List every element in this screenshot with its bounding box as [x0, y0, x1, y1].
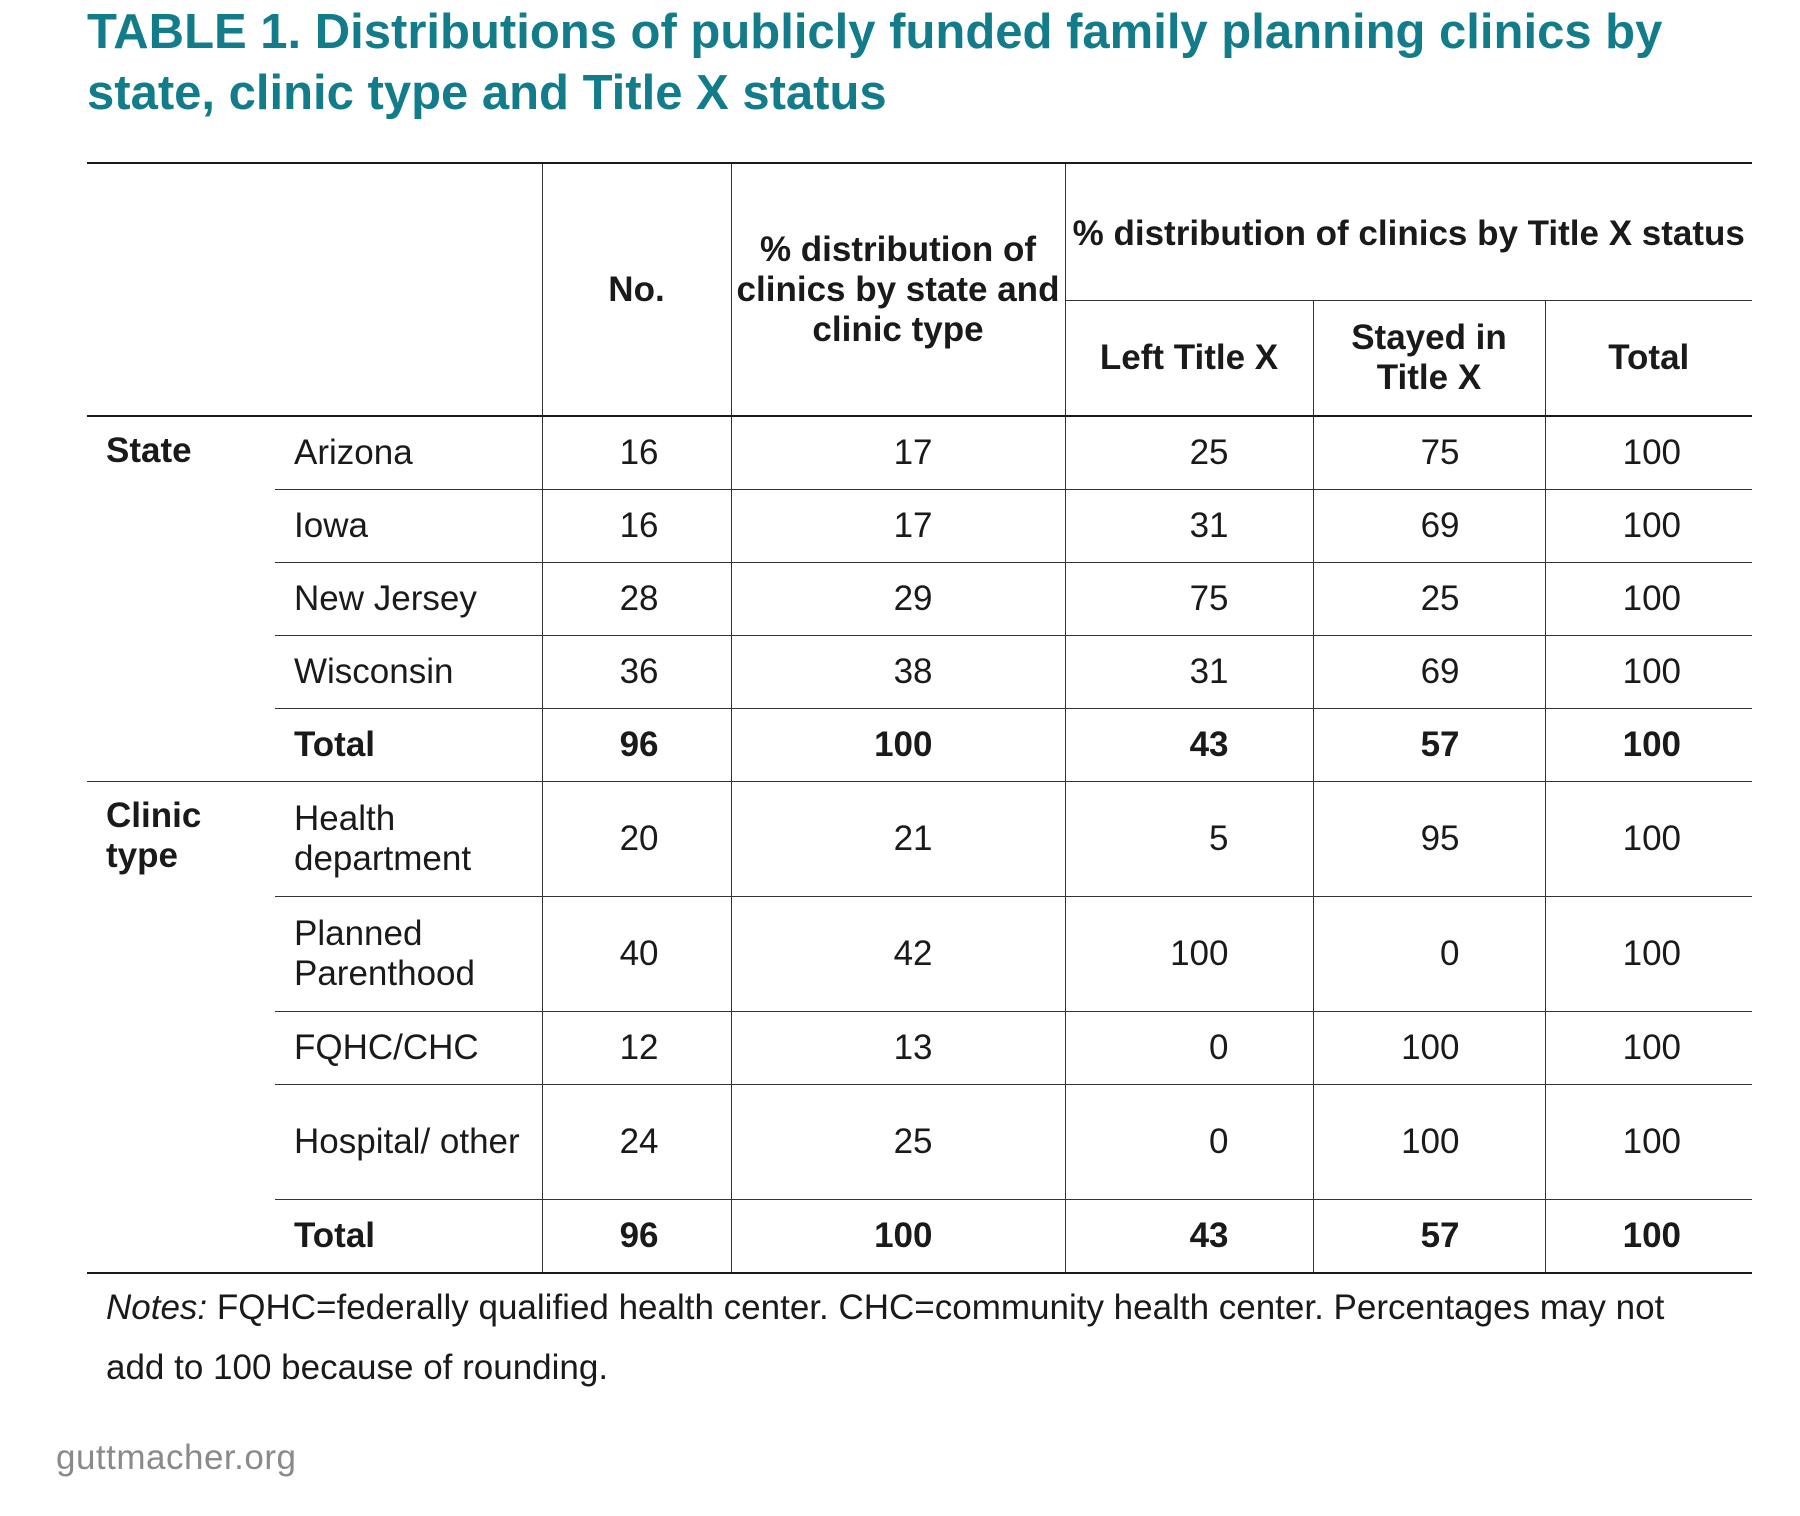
row-label: Iowa — [275, 489, 542, 563]
cell-total: 100 — [1544, 1011, 1753, 1085]
cell-total: 100 — [1544, 635, 1753, 709]
row-label-total: Total — [275, 1199, 542, 1274]
row-label: Arizona — [275, 416, 542, 490]
cell-total: 100 — [1544, 489, 1753, 563]
cell-total: 100 — [1544, 896, 1753, 1012]
cell-stayed: 69 — [1312, 635, 1545, 709]
cell-no: 24 — [541, 1084, 731, 1200]
cell-no: 40 — [541, 896, 731, 1012]
header-pct-state-type: % distribution of clinics by state and c… — [730, 162, 1065, 417]
cell-left: 0 — [1064, 1084, 1313, 1200]
cell-stayed: 100 — [1312, 1084, 1545, 1200]
table-title: TABLE 1. Distributions of publicly funde… — [87, 5, 1663, 120]
row-label-total: Total — [275, 708, 542, 782]
notes-text: FQHC=federally qualified health center. … — [106, 1288, 1665, 1387]
cell-left: 43 — [1064, 1199, 1313, 1274]
cell-no: 16 — [541, 489, 731, 563]
cell-stayed: 100 — [1312, 1011, 1545, 1085]
cell-left: 31 — [1064, 489, 1313, 563]
cell-pct: 21 — [730, 781, 1065, 897]
cell-left: 0 — [1064, 1011, 1313, 1085]
header-left-title-x: Left Title X — [1064, 300, 1313, 417]
cell-pct: 13 — [730, 1011, 1065, 1085]
cell-total: 100 — [1544, 1199, 1753, 1274]
group-label-state: State — [87, 416, 275, 782]
header-pct-title-x: % distribution of clinics by Title X sta… — [1064, 162, 1753, 301]
cell-total: 100 — [1544, 708, 1753, 782]
cell-pct: 25 — [730, 1084, 1065, 1200]
cell-stayed: 57 — [1312, 1199, 1545, 1274]
cell-left: 25 — [1064, 416, 1313, 490]
cell-no: 12 — [541, 1011, 731, 1085]
cell-pct: 100 — [730, 1199, 1065, 1274]
cell-no: 96 — [541, 708, 731, 782]
row-label: Hospital/ other — [275, 1084, 542, 1200]
cell-stayed: 69 — [1312, 489, 1545, 563]
row-label: Wisconsin — [275, 635, 542, 709]
cell-stayed: 57 — [1312, 708, 1545, 782]
header-total: Total — [1544, 300, 1753, 417]
cell-left: 31 — [1064, 635, 1313, 709]
cell-stayed: 0 — [1312, 896, 1545, 1012]
cell-no: 36 — [541, 635, 731, 709]
cell-pct: 42 — [730, 896, 1065, 1012]
cell-pct: 38 — [730, 635, 1065, 709]
cell-total: 100 — [1544, 781, 1753, 897]
cell-no: 96 — [541, 1199, 731, 1274]
cell-left: 43 — [1064, 708, 1313, 782]
header-stayed-title-x: Stayed in Title X — [1312, 300, 1545, 417]
cell-no: 28 — [541, 562, 731, 636]
cell-left: 75 — [1064, 562, 1313, 636]
row-label: Planned Parenthood — [275, 896, 542, 1012]
cell-pct: 17 — [730, 489, 1065, 563]
row-label: New Jersey — [275, 562, 542, 636]
row-label: Health department — [275, 781, 542, 897]
header-blank — [87, 162, 542, 417]
cell-pct: 100 — [730, 708, 1065, 782]
cell-stayed: 95 — [1312, 781, 1545, 897]
cell-total: 100 — [1544, 562, 1753, 636]
cell-stayed: 75 — [1312, 416, 1545, 490]
cell-left: 100 — [1064, 896, 1313, 1012]
table-notes: Notes: FQHC=federally qualified health c… — [106, 1278, 1726, 1398]
notes-label: Notes: — [106, 1288, 208, 1327]
group-label-clinic-type: Clinic type — [87, 781, 275, 1274]
cell-no: 16 — [541, 416, 731, 490]
source-url: guttmacher.org — [56, 1438, 297, 1477]
cell-no: 20 — [541, 781, 731, 897]
cell-left: 5 — [1064, 781, 1313, 897]
cell-total: 100 — [1544, 416, 1753, 490]
data-table: No. % distribution of clinics by state a… — [87, 162, 1753, 1274]
cell-pct: 17 — [730, 416, 1065, 490]
cell-total: 100 — [1544, 1084, 1753, 1200]
header-no: No. — [541, 162, 731, 417]
row-label: FQHC/CHC — [275, 1011, 542, 1085]
cell-pct: 29 — [730, 562, 1065, 636]
cell-stayed: 25 — [1312, 562, 1545, 636]
